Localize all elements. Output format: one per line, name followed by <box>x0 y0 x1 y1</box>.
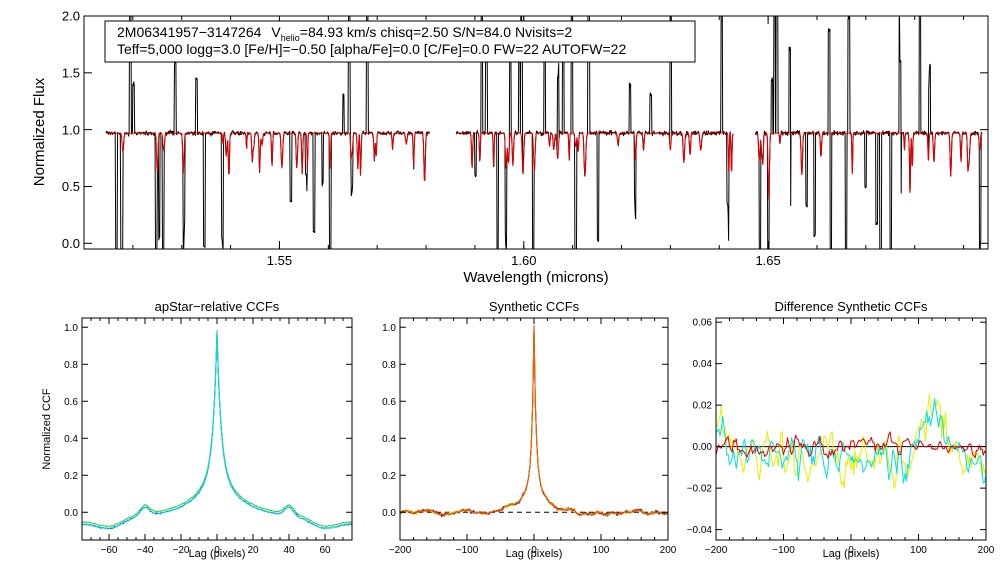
ccf-line-visit-1 <box>81 332 353 530</box>
x-tick-label: 0 <box>214 545 220 556</box>
y-tick-label: 0.02 <box>693 401 713 412</box>
difference-plot-frame <box>715 317 987 541</box>
y-tick-label: 0.4 <box>382 434 396 445</box>
model-spectrum-line <box>456 132 734 175</box>
apstar-ccf-lines <box>81 329 353 530</box>
x-tick-label: −200 <box>389 545 412 556</box>
y-tick-label: 0.8 <box>64 360 78 371</box>
observed-spectrum-line <box>754 15 983 250</box>
x-tick-label: 0 <box>531 545 537 556</box>
y-tick-label: 0.8 <box>382 360 396 371</box>
apstar-y-axis-label: Normalized CCF <box>41 388 53 470</box>
difference-ccf-line-diff-yellow <box>715 393 987 490</box>
x-tick-label: −60 <box>101 545 118 556</box>
spectrum-y-axis-label: Normalized Flux <box>31 77 48 186</box>
x-tick-label: 20 <box>247 545 259 556</box>
x-tick-label: −100 <box>456 545 479 556</box>
y-tick-label: 1.0 <box>64 323 78 334</box>
synthetic-ccf-title: Synthetic CCFs <box>489 299 580 314</box>
difference-ccf-title: Difference Synthetic CCFs <box>775 299 928 314</box>
spectrum-panel: 1.55 1.60 1.65 0.0 0.5 1.0 1.5 2.0 Wavelength (… <box>31 9 989 286</box>
star-id: 2M06341957−3147264 <box>117 24 262 40</box>
star-parameters: =84.93 km/s chisq=2.50 S/N=84.0 Nvisits=… <box>300 24 573 40</box>
synthetic-ccf-line-visit-5 <box>399 326 669 517</box>
difference-ccf-lines <box>715 393 987 490</box>
apstar-plot-frame <box>81 317 353 541</box>
y-tick-label: −0.02 <box>687 484 713 495</box>
spectrum-plot-frame <box>83 15 989 250</box>
y-tick-label: 1.0 <box>62 122 80 137</box>
x-tick-label: 1.60 <box>511 253 536 268</box>
synthetic-ccf-panel: Synthetic CCFs −200 −100 0 100 200 0.0 0.2 0.4 0… <box>382 299 677 560</box>
y-tick-label: 0.4 <box>64 434 78 445</box>
x-tick-label: −200 <box>705 545 728 556</box>
synthetic-ccf-lines <box>399 325 669 517</box>
velocity-symbol: V <box>271 24 281 40</box>
apstar-ccf-panel: apStar−relative CCFs −60 −40 −20 0 20 40 60 0.0… <box>41 299 353 560</box>
model-spectrum-line <box>755 132 983 200</box>
y-tick-label: 1.0 <box>382 323 396 334</box>
x-tick-label: 100 <box>910 545 927 556</box>
synthetic-x-axis-label: Lag (pixels) <box>506 548 563 560</box>
spectrum-lines <box>105 15 983 250</box>
y-tick-label: 0.00 <box>693 442 713 453</box>
synthetic-ccf-line-visit-4 <box>399 325 669 516</box>
y-tick-label: 0.04 <box>693 359 713 370</box>
y-tick-label: 0.0 <box>382 508 396 519</box>
info-box <box>104 20 696 63</box>
spectrum-ticks: 1.55 1.60 1.65 0.0 0.5 1.0 1.5 2.0 <box>62 9 988 268</box>
y-tick-label: 0.6 <box>64 397 78 408</box>
x-tick-label: 200 <box>660 545 677 556</box>
x-tick-label: 1.55 <box>267 253 292 268</box>
model-spectrum-line <box>106 132 430 181</box>
x-tick-label: 200 <box>978 545 995 556</box>
info-line-2: Teff=5,000 logg=3.0 [Fe/H]=−0.50 [alpha/… <box>117 41 626 57</box>
y-tick-label: 0.5 <box>62 179 80 194</box>
y-tick-label: 0.6 <box>382 397 396 408</box>
x-tick-label: −100 <box>772 545 795 556</box>
x-tick-label: 40 <box>283 545 295 556</box>
difference-x-axis-label: Lag (pixels) <box>823 548 880 560</box>
difference-ticks: −200 −100 0 100 200 −0.04 −0.02 0.00 0.02 0.04 0.0… <box>687 318 995 556</box>
difference-ccf-panel: Difference Synthetic CCFs −200 −100 0 100 20… <box>687 299 995 560</box>
x-tick-label: −40 <box>137 545 154 556</box>
ccf-line-visit-2 <box>82 329 353 528</box>
y-tick-label: −0.04 <box>687 525 713 536</box>
x-tick-label: 100 <box>593 545 610 556</box>
synthetic-ticks: −200 −100 0 100 200 0.0 0.2 0.4 0.6 0.8 1.0 <box>382 318 677 556</box>
ccf-line-visit-3 <box>81 332 353 530</box>
info-line-1: 2M06341957−3147264 Vhelio=84.93 km/s chis… <box>117 24 572 43</box>
apstar-ccf-title: apStar−relative CCFs <box>155 299 280 314</box>
difference-ccf-line-diff-cyan <box>715 398 987 484</box>
x-tick-label: −20 <box>173 545 190 556</box>
velocity-subscript: helio <box>281 33 300 43</box>
y-tick-label: 0.2 <box>64 471 78 482</box>
y-tick-label: 0.2 <box>382 471 396 482</box>
difference-ccf-line-diff-red <box>715 431 987 459</box>
x-tick-label: 60 <box>319 545 331 556</box>
apstar-x-axis-label: Lag (pixels) <box>189 548 246 560</box>
apstar-ticks: −60 −40 −20 0 20 40 60 0.0 0.2 0.4 0.6 0.8 1.0 <box>64 318 353 556</box>
x-tick-label: 1.65 <box>755 253 780 268</box>
x-tick-label: 0 <box>848 545 854 556</box>
y-tick-label: 1.5 <box>62 66 80 81</box>
y-tick-label: 0.0 <box>64 508 78 519</box>
spectrum-x-axis-label: Wavelength (microns) <box>463 269 608 286</box>
y-tick-label: 0.0 <box>62 236 80 251</box>
y-tick-label: 2.0 <box>62 9 80 24</box>
y-tick-label: 0.06 <box>693 318 713 329</box>
